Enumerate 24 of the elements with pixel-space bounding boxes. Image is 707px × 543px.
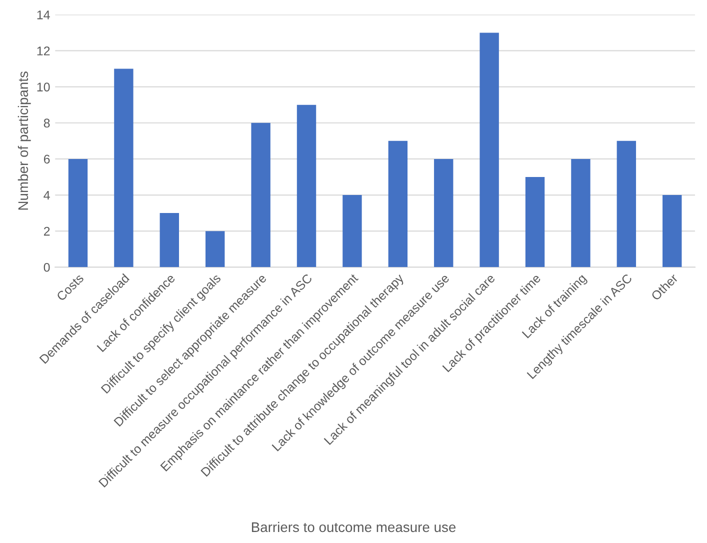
y-tick-label: 8 xyxy=(44,118,50,128)
bar xyxy=(114,68,134,268)
bar xyxy=(206,231,225,268)
y-tick-label: 2 xyxy=(44,226,50,236)
bar xyxy=(160,213,179,268)
y-tick-label: 10 xyxy=(37,82,50,92)
y-tick-label: 12 xyxy=(37,46,50,56)
y-axis-title: Number of participants xyxy=(18,72,31,210)
x-axis-title: Barriers to outcome measure use xyxy=(252,522,456,532)
bar xyxy=(296,104,316,268)
y-tick-label: 6 xyxy=(44,154,50,164)
bar xyxy=(342,195,362,268)
bar xyxy=(525,176,545,268)
bar xyxy=(251,122,270,268)
bar xyxy=(662,195,682,268)
y-tick-label: 14 xyxy=(37,10,50,20)
bar xyxy=(571,158,590,268)
bar xyxy=(388,140,408,268)
bar xyxy=(68,158,88,268)
y-tick-label: 4 xyxy=(44,190,50,200)
bar xyxy=(480,32,499,268)
bar xyxy=(616,140,636,268)
bar xyxy=(434,158,454,268)
y-tick-label: 0 xyxy=(44,262,50,272)
